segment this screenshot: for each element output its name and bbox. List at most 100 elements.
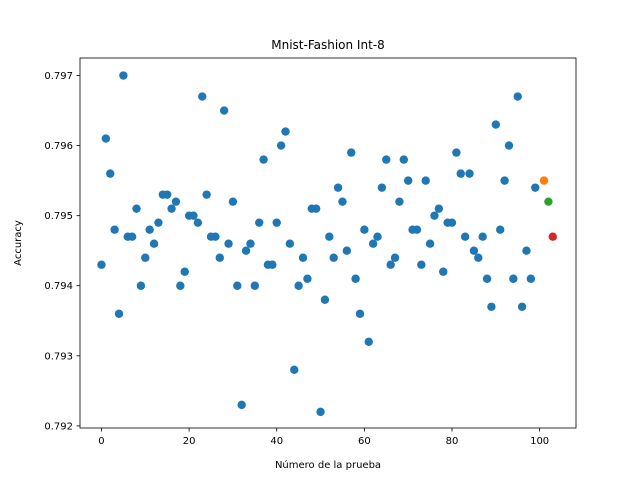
data-point xyxy=(421,176,430,185)
data-point xyxy=(403,176,413,185)
data-point xyxy=(513,92,522,101)
data-point xyxy=(496,225,505,234)
data-point xyxy=(342,246,352,255)
data-point xyxy=(228,197,238,206)
data-point xyxy=(176,281,185,290)
data-point xyxy=(114,309,124,318)
data-point xyxy=(211,232,220,241)
data-point xyxy=(311,204,321,213)
data-point xyxy=(474,253,483,262)
data-point xyxy=(469,246,479,255)
x-axis-title: Número de la prueba xyxy=(275,459,381,471)
data-point xyxy=(237,400,246,410)
data-point xyxy=(360,225,369,234)
data-point xyxy=(460,232,470,241)
data-point xyxy=(325,232,334,241)
data-point xyxy=(189,211,198,220)
data-point xyxy=(136,281,146,290)
data-point xyxy=(162,190,172,199)
y-tick-label: 0.792 xyxy=(44,421,73,432)
data-point xyxy=(539,176,549,185)
data-point xyxy=(294,281,303,290)
data-point xyxy=(491,120,501,129)
data-point xyxy=(329,253,338,262)
data-point xyxy=(531,183,540,192)
data-points xyxy=(97,71,557,417)
data-point xyxy=(272,218,281,227)
plot-area-frame xyxy=(79,57,577,429)
data-point xyxy=(465,169,474,178)
x-tick-label: 80 xyxy=(446,436,459,447)
data-point xyxy=(368,239,378,248)
x-tick-label: 60 xyxy=(358,436,371,447)
data-point xyxy=(193,218,203,227)
data-point xyxy=(522,246,531,255)
data-point xyxy=(233,281,242,290)
data-point xyxy=(482,274,492,283)
data-point xyxy=(430,211,439,220)
data-point xyxy=(395,197,404,206)
x-axis: 0 20 40 60 80 100 xyxy=(98,428,549,447)
data-point xyxy=(377,183,387,192)
data-point xyxy=(298,253,308,262)
data-point xyxy=(167,204,176,213)
data-point xyxy=(412,225,422,234)
y-axis-title: Accuracy xyxy=(13,220,24,266)
data-point xyxy=(478,232,487,241)
data-point xyxy=(250,281,260,290)
data-point xyxy=(425,239,435,248)
data-point xyxy=(390,253,400,262)
y-tick-label: 0.793 xyxy=(44,351,73,362)
data-point xyxy=(241,246,251,255)
data-point xyxy=(132,204,141,213)
data-point xyxy=(338,197,347,206)
data-point xyxy=(509,274,518,283)
data-point xyxy=(439,267,448,276)
data-point xyxy=(224,239,233,248)
data-point xyxy=(215,253,224,262)
data-point xyxy=(246,239,255,248)
data-point xyxy=(456,169,465,178)
data-point xyxy=(351,274,360,283)
data-point xyxy=(202,190,211,199)
data-point xyxy=(281,127,290,136)
data-point xyxy=(290,365,299,375)
data-point xyxy=(434,204,444,213)
data-point xyxy=(333,183,343,192)
data-point xyxy=(500,176,509,185)
data-point xyxy=(447,218,457,227)
data-point xyxy=(110,225,119,234)
data-point xyxy=(355,309,365,318)
data-point xyxy=(141,253,150,262)
data-point xyxy=(316,407,325,417)
data-point xyxy=(106,169,115,178)
data-point xyxy=(259,155,268,164)
chart-title: Mnist-Fashion Int-8 xyxy=(271,38,385,52)
data-point xyxy=(417,260,426,269)
x-tick-label: 20 xyxy=(183,436,196,447)
data-point xyxy=(382,155,391,164)
data-point xyxy=(145,225,154,234)
data-point xyxy=(373,232,382,241)
x-tick-label: 100 xyxy=(530,436,549,447)
data-point xyxy=(149,239,159,248)
data-point xyxy=(219,106,229,115)
data-point xyxy=(171,197,181,206)
y-tick-label: 0.794 xyxy=(44,281,73,292)
data-point xyxy=(504,141,514,150)
data-point xyxy=(119,71,128,80)
y-axis: 0.792 0.793 0.794 0.795 0.796 0.797 xyxy=(44,71,80,432)
data-point xyxy=(364,337,373,347)
data-point xyxy=(127,232,137,241)
data-point xyxy=(97,260,106,269)
data-point xyxy=(303,274,312,283)
y-tick-label: 0.795 xyxy=(44,211,73,222)
data-point xyxy=(285,239,295,248)
x-tick-label: 0 xyxy=(98,436,104,447)
data-point xyxy=(452,148,461,157)
data-point xyxy=(347,148,356,157)
x-tick-label: 40 xyxy=(270,436,283,447)
data-point xyxy=(548,232,557,241)
